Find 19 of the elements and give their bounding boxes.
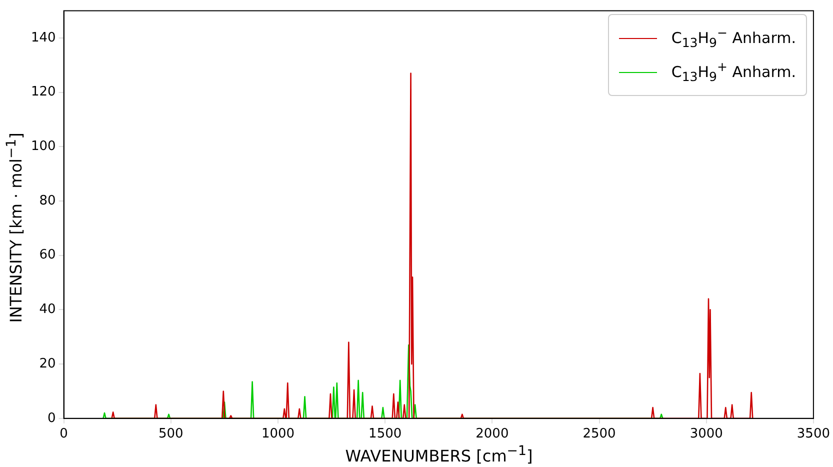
x-tick-label: 3000	[690, 426, 723, 442]
y-tick-label: 0	[48, 410, 56, 426]
x-tick-label: 500	[158, 426, 184, 442]
x-tick-label: 0	[60, 426, 68, 442]
y-tick-label: 140	[30, 30, 56, 46]
y-tick-label: 60	[39, 248, 56, 263]
y-tick-label: 120	[30, 84, 56, 100]
y-tick-label: 80	[39, 193, 56, 208]
legend-label: C$_{13}$H$_{9}$$^{+}$ Anharm.	[671, 58, 796, 86]
x-tick-label: 2500	[582, 426, 616, 442]
y-tick-label: 20	[39, 356, 56, 372]
y-tick-label: 40	[39, 302, 56, 318]
x-tick-label: 1000	[261, 426, 295, 442]
legend-label: C$_{13}$H$_{9}$$^{−}$ Anharm.	[671, 24, 796, 52]
x-tick-label: 3500	[796, 426, 830, 442]
y-tick-label: 100	[30, 139, 56, 154]
x-axis-title: WAVENUMBERS [cm$^{−1}$]	[344, 444, 534, 465]
x-tick-label: 2000	[476, 426, 509, 442]
x-tick-label: 1500	[368, 426, 402, 442]
